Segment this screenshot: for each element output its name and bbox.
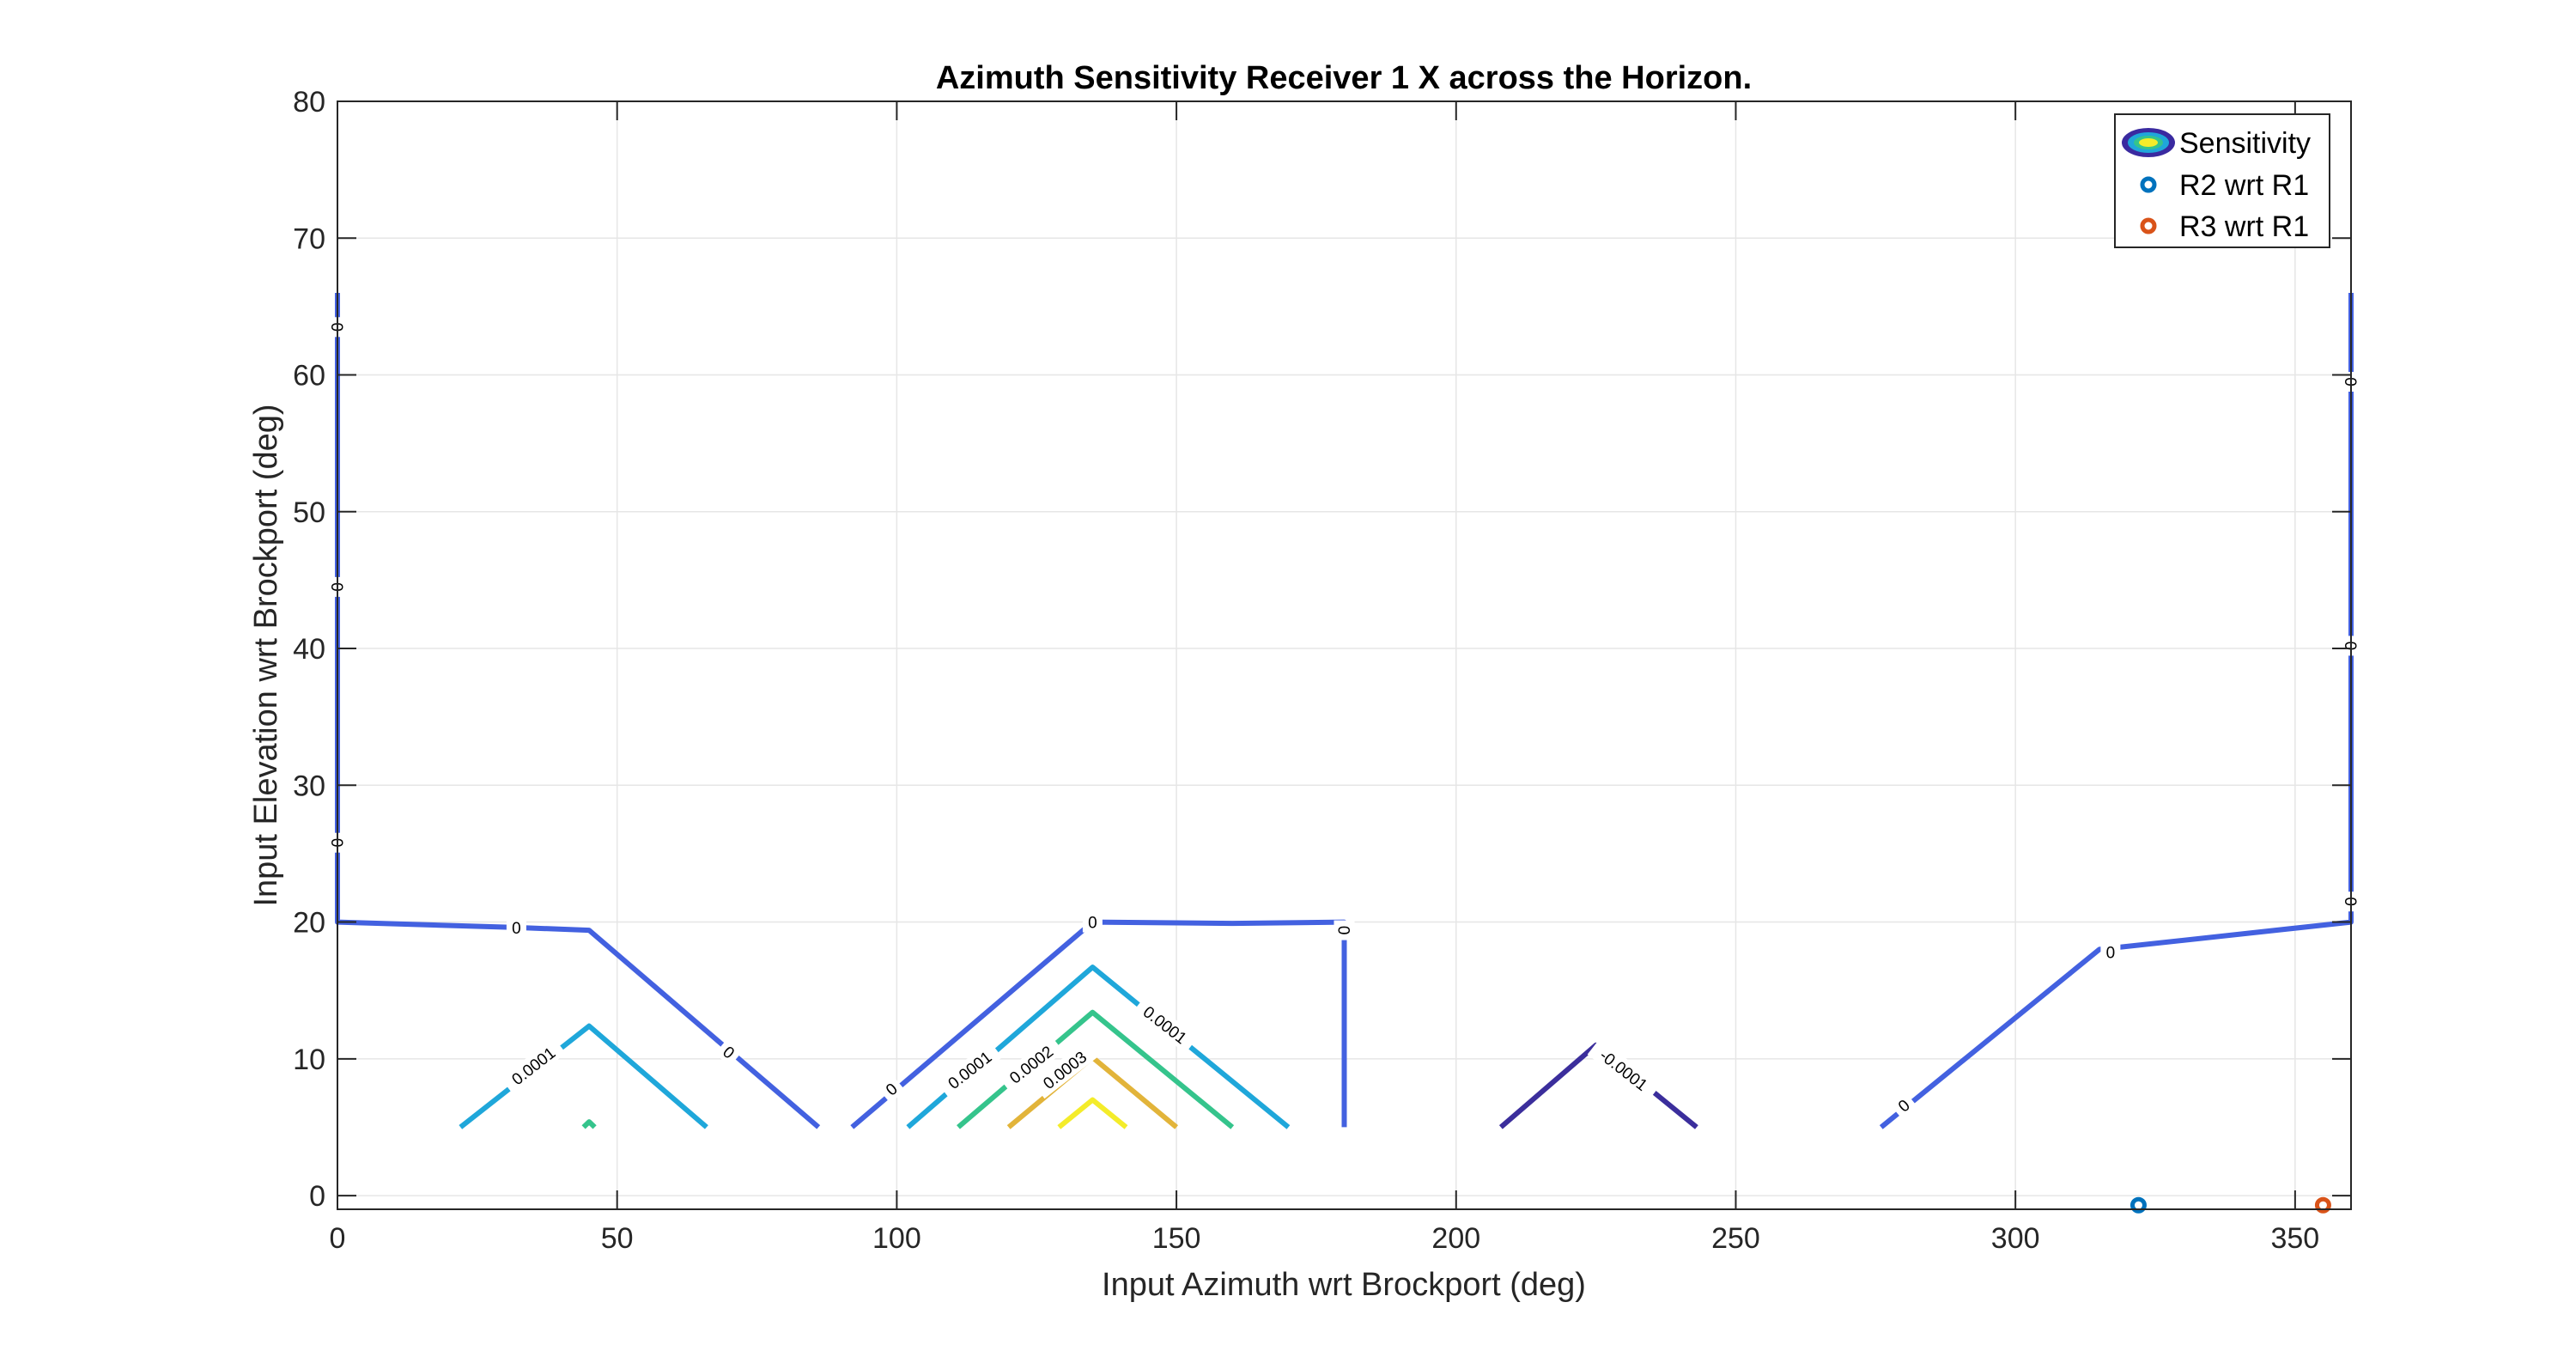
contour-label-text: 0 [2341,642,2359,651]
receiver-markers [2129,1196,2331,1214]
x-axis-label: Input Azimuth wrt Brockport (deg) [1102,1267,1586,1303]
contour-label-text: 0 [327,582,345,592]
y-tick-label-3: 30 [293,770,325,802]
contour-label-5: 0 [877,1074,906,1104]
y-axis-label: Input Elevation wrt Brockport (deg) [248,404,284,906]
y-tick-label-4: 40 [293,633,325,666]
contour-label-4: 0 [714,1038,744,1067]
marker-r3-wrt-r1 [2314,1196,2331,1214]
y-tick-label-6: 60 [293,360,325,393]
contour-line-1-0 [459,1023,708,1129]
contour-label-gap [1132,995,1199,1054]
contour-label-gap [998,1035,1064,1093]
y-tick-label-7: 70 [293,222,325,255]
contour-label-text: 0 [2341,377,2359,386]
x-tick-label-0: 0 [330,1222,346,1255]
contour-line-2-1 [957,1009,1235,1129]
contour-label-gap [936,1041,1003,1099]
contour-label-gap [1889,1091,1918,1120]
x-tick-label-4: 200 [1431,1222,1480,1255]
legend-label-r2: R2 wrt R1 [2179,169,2309,202]
x-tick-label-1: 50 [601,1222,634,1255]
x-tick-label-5: 250 [1711,1222,1760,1255]
contour-label-gap [1334,920,1355,940]
contour-line-0-1 [850,919,1347,1129]
contour-label-text: 0 [1088,915,1097,933]
contour-line-4-0 [1057,1097,1128,1129]
legend-marker-r3 [2140,217,2157,234]
legend: Sensitivity R2 wrt R1 R3 wrt R1 [2114,113,2330,248]
contour-label-9: 0 [2100,941,2121,963]
y-tick-label-1: 10 [293,1044,325,1076]
contour-label-7: 0 [1334,920,1355,940]
legend-label-sensitivity: Sensitivity [2179,127,2311,160]
contour-label-text: 0 [2106,945,2116,963]
contour-label-8: 0 [1889,1091,1918,1120]
contour-label-text: 0 [2341,897,2359,906]
contour-label-text: 0 [327,323,345,332]
contour-label-gap [500,1037,567,1095]
chart-title: Azimuth Sensitivity Receiver 1 X across … [936,60,1752,96]
x-tick-label-3: 150 [1152,1222,1201,1255]
contour-label-gap [2100,941,2121,963]
x-tick-label-6: 300 [1991,1222,2040,1255]
y-tick-label-5: 50 [293,496,325,529]
contour-label-text: 0 [1334,926,1352,935]
contour-label-gap [506,916,526,938]
legend-marker-r2 [2140,176,2157,193]
x-tick-label-2: 100 [872,1222,921,1255]
x-tick-label-7: 350 [2270,1222,2319,1255]
y-tick-label-0: 0 [309,1180,325,1213]
contour-label-text: 0 [327,838,345,848]
contour-label-gap [877,1074,906,1104]
plot-frame [337,100,2352,1210]
contour-line-2-0 [581,1119,597,1129]
contour-label-text: 0 [512,920,521,938]
marker-r2-wrt-r1 [2129,1196,2147,1214]
contour-label-3: 0 [506,916,526,938]
contour-label-gap [1082,911,1103,933]
y-tick-label-8: 80 [293,86,325,119]
contour-label-6: 0 [1082,911,1103,933]
legend-sensitivity-icon [2122,128,2175,157]
legend-label-r3: R3 wrt R1 [2179,210,2309,243]
contour-label-gap [714,1038,744,1067]
contour-label-gap [1031,1041,1097,1099]
axis-ticks: 0 50 100 150 200 250 300 350 0 10 20 30 40 50 60 70 80 [293,86,2351,1255]
contour-label-gap [1587,1038,1661,1102]
y-tick-label-2: 20 [293,907,325,940]
